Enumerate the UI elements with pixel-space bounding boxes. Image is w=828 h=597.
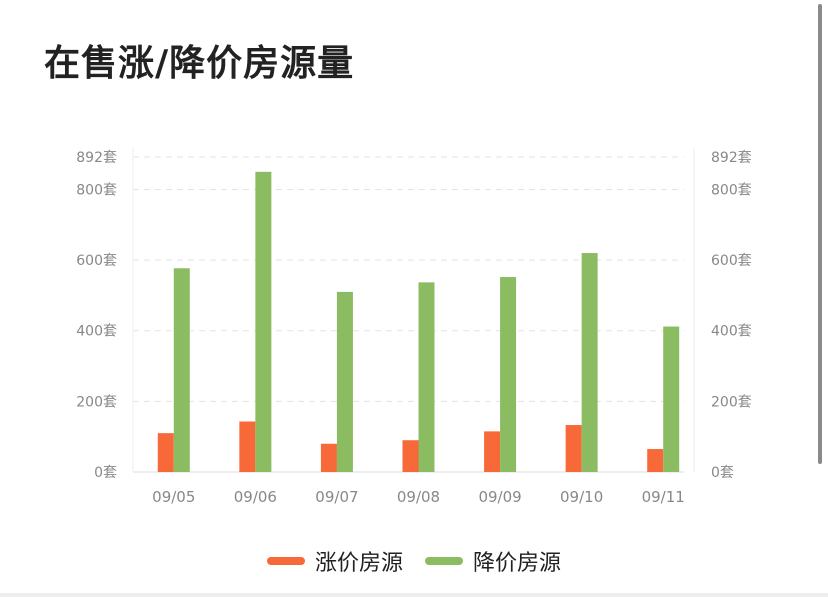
x-tick-label: 09/07 — [315, 488, 358, 506]
x-tick-label: 09/05 — [152, 488, 195, 506]
bar-fall — [418, 282, 435, 472]
legend-item-rise[interactable]: 涨价房源 — [266, 545, 403, 577]
legend-swatch-rise — [266, 557, 305, 565]
y-tick-label-right: 200套 — [711, 394, 752, 410]
bar-rise — [484, 431, 501, 472]
y-tick-label-left: 200套 — [76, 394, 117, 410]
bar-chart: 0套 0套 200套 200套 400套 400套 600套 600套 800套 800套 892套… — [76, 147, 752, 506]
legend-label-fall: 降价房源 — [473, 551, 562, 576]
x-tick-label: 09/06 — [234, 488, 277, 506]
y-tick-label-left: 0套 — [94, 465, 117, 481]
legend-label-rise: 涨价房源 — [314, 551, 403, 576]
bar-rise — [565, 425, 582, 472]
bottom-divider — [0, 593, 828, 597]
bar-fall — [255, 171, 272, 472]
y-tick-label-right: 600套 — [711, 253, 752, 269]
page-title: 在售涨/降价房源量 — [44, 43, 355, 84]
x-tick-label: 09/11 — [642, 488, 685, 506]
legend-item-fall[interactable]: 降价房源 — [425, 545, 561, 577]
y-tick-label-right: 892套 — [711, 150, 752, 166]
y-tick-label-left: 800套 — [76, 182, 117, 198]
x-tick-label: 09/10 — [560, 488, 603, 506]
bar-rise — [402, 440, 419, 472]
y-tick-label-right: 400套 — [711, 324, 752, 340]
legend-swatch-fall — [425, 557, 463, 565]
scrollbar[interactable] — [818, 4, 822, 464]
bar-fall — [581, 253, 598, 472]
bar-fall — [500, 277, 517, 472]
bar-fall — [663, 326, 680, 472]
y-tick-label-right: 0套 — [711, 465, 734, 481]
y-tick-label-left: 600套 — [76, 253, 117, 269]
x-tick-label: 09/08 — [397, 488, 440, 506]
bar-rise — [239, 421, 256, 472]
bar-rise — [320, 443, 337, 472]
chart-legend: 涨价房源 降价房源 — [0, 545, 828, 577]
bar-fall — [336, 291, 353, 472]
y-tick-label-left: 400套 — [76, 324, 117, 340]
bar-fall — [173, 268, 190, 472]
bar-rise — [647, 449, 664, 472]
y-tick-label-left: 892套 — [76, 150, 117, 166]
x-tick-label: 09/09 — [478, 488, 521, 506]
bar-rise — [157, 433, 174, 472]
y-tick-label-right: 800套 — [711, 182, 752, 198]
